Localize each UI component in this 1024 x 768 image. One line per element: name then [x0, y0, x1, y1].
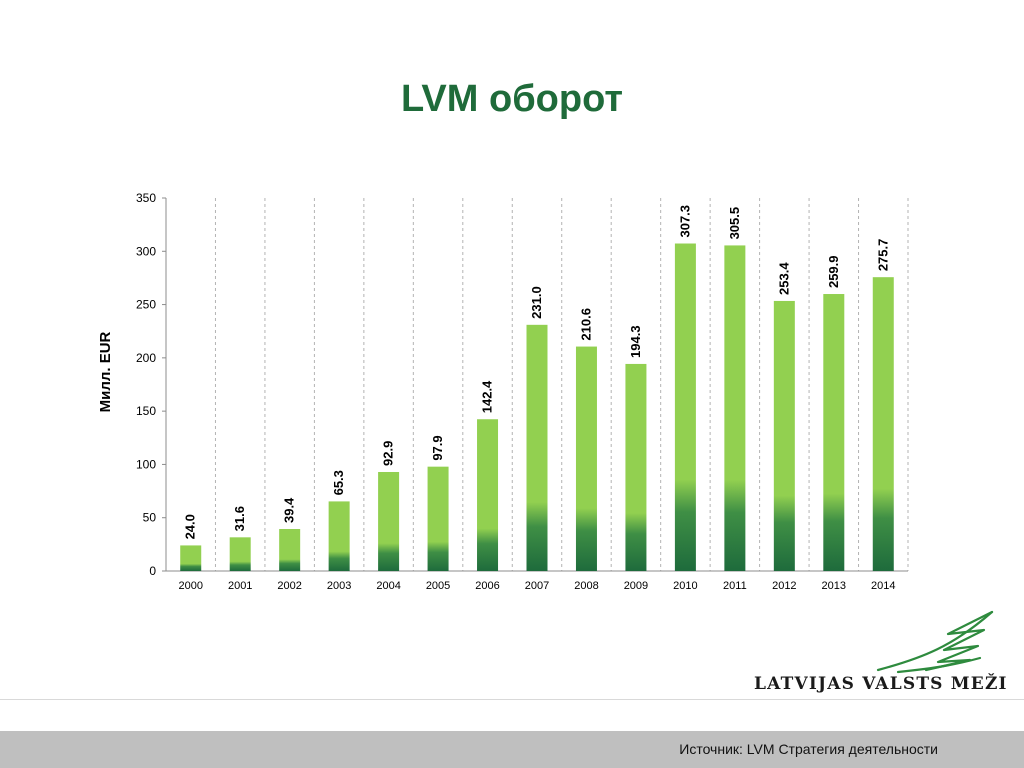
lvm-logo: LATVIJAS VALSTS MEŽI	[748, 606, 1007, 696]
bar-2013	[823, 294, 845, 571]
data-label: 65.3	[331, 470, 346, 495]
y-tick-label: 300	[136, 244, 156, 258]
data-label: 92.9	[381, 441, 396, 466]
x-tick-label: 2014	[871, 580, 895, 592]
bar-2001	[229, 537, 251, 571]
x-tick-label: 2006	[475, 580, 499, 592]
x-tick-label: 2013	[822, 580, 846, 592]
logo-text: LATVIJAS VALSTS MEŽI	[754, 674, 1008, 694]
data-label: 307.3	[677, 205, 692, 238]
data-label: 253.4	[776, 262, 791, 295]
x-tick-label: 2011	[723, 580, 747, 592]
y-tick-label: 0	[149, 564, 156, 578]
footer-bar: Источник: LVM Стратегия деятельности	[0, 731, 1024, 768]
tree-logo-icon	[876, 610, 994, 674]
data-label: 305.5	[727, 207, 742, 240]
data-label: 97.9	[430, 435, 445, 460]
x-tick-label: 2000	[178, 580, 202, 592]
bar-2014	[872, 277, 894, 571]
data-label: 259.9	[826, 255, 841, 288]
data-label: 210.6	[578, 308, 593, 341]
data-label: 31.6	[232, 506, 247, 531]
bar-2009	[625, 363, 647, 571]
bar-2000	[180, 545, 202, 571]
x-tick-label: 2009	[624, 580, 648, 592]
data-label: 231.0	[529, 286, 544, 319]
y-tick-label: 150	[136, 404, 156, 418]
y-tick-label: 50	[143, 511, 157, 525]
data-label: 24.0	[183, 514, 198, 539]
footer-divider	[0, 699, 1024, 700]
bar-2008	[575, 346, 597, 571]
y-tick-label: 350	[136, 191, 156, 205]
x-tick-label: 2003	[327, 580, 351, 592]
bar-2007	[526, 324, 548, 571]
x-tick-label: 2005	[426, 580, 450, 592]
plot-area: 0 50 100 150 200 250 300 350 2000 24.0 2001 31.6 200…	[136, 191, 909, 592]
bar-2003	[328, 501, 350, 571]
y-tick-label: 250	[136, 298, 156, 312]
x-tick-label: 2001	[228, 580, 252, 592]
x-tick-label: 2004	[376, 580, 400, 592]
bar-2002	[279, 529, 301, 571]
bar-2005	[427, 466, 449, 571]
x-tick-label: 2002	[277, 580, 301, 592]
bar-2012	[773, 300, 795, 571]
x-tick-label: 2010	[673, 580, 697, 592]
data-label: 275.7	[875, 239, 890, 272]
x-tick-label: 2007	[525, 580, 549, 592]
y-tick-label: 100	[136, 457, 156, 471]
page-title: LVM оборот	[401, 78, 623, 120]
data-label: 142.4	[480, 380, 495, 413]
bar-2010	[674, 243, 696, 572]
bar-2006	[477, 419, 499, 571]
data-label: 194.3	[628, 325, 643, 358]
x-tick-label: 2008	[574, 580, 598, 592]
bar-2011	[724, 245, 746, 571]
source-note: Источник: LVM Стратегия деятельности	[679, 741, 938, 757]
bar-2004	[378, 471, 400, 571]
x-tick-label: 2012	[772, 580, 796, 592]
bar-chart: 0 50 100 150 200 250 300 350 2000 24.0 2001 31.6 200…	[97, 191, 909, 592]
y-axis-label: Милл. EUR	[97, 331, 114, 412]
data-label: 39.4	[282, 497, 297, 523]
y-tick-label: 200	[136, 351, 156, 365]
